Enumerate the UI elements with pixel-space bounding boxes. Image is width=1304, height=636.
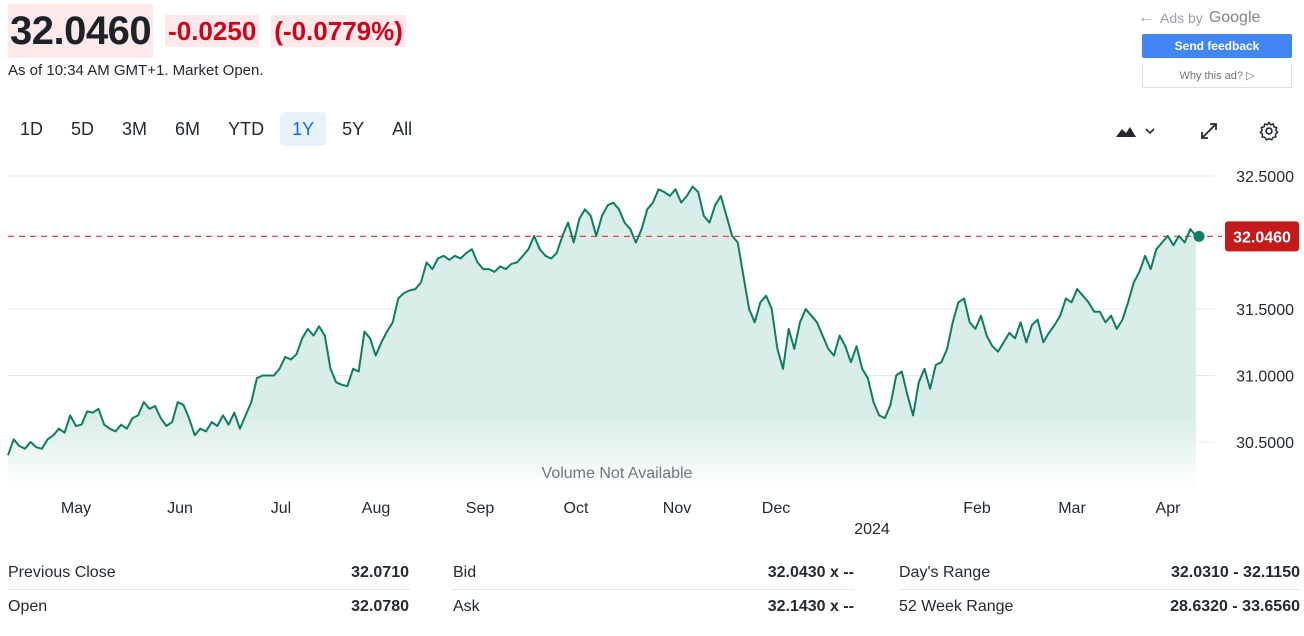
send-feedback-button[interactable]: Send feedback <box>1142 34 1292 58</box>
mountain-chart-icon <box>1116 127 1155 137</box>
range-button-1d[interactable]: 1D <box>20 118 44 139</box>
range-button-1y[interactable]: 1Y <box>280 112 327 146</box>
x-tick-label: Aug <box>362 500 390 517</box>
stat-value: 32.1430 x -- <box>767 598 854 615</box>
google-logo: Google <box>1208 9 1261 26</box>
x-tick-label: Nov <box>663 500 691 517</box>
current-price: 32.0460 <box>8 4 154 58</box>
price-chart[interactable]: 32.5000 31.5000 31.0000 30.5000 32.0460 Vol… <box>0 160 1304 540</box>
x-tick-label: Jul <box>271 500 291 517</box>
stat-days-range: Day's Range 32.0310 - 32.1150 <box>899 556 1300 590</box>
range-button-5y[interactable]: 5Y <box>342 118 365 139</box>
y-tick-label: 30.5000 <box>1236 435 1294 452</box>
stats-column-2: Bid 32.0430 x -- Ask 32.1430 x -- <box>453 556 854 634</box>
y-tick-label: 31.0000 <box>1236 369 1294 386</box>
quote-header: 32.0460 -0.0250 (-0.0779%) As of 10:34 A… <box>8 4 406 79</box>
range-button-all[interactable]: All <box>392 118 413 139</box>
current-price-tag-bg <box>1225 221 1299 252</box>
time-range-selector: 1D 5D 3M 6M YTD 1Y 5Y All <box>8 112 424 146</box>
volume-fade <box>8 415 1198 490</box>
x-axis: May Jun Jul Aug Sep Oct Nov Dec Feb Mar Apr <box>61 500 1181 517</box>
y-tick-label: 31.5000 <box>1236 302 1294 319</box>
x-tick-label: Apr <box>1156 500 1182 517</box>
x-tick-label: Mar <box>1058 500 1086 517</box>
stat-open: Open 32.0780 <box>8 590 409 634</box>
stat-label: Day's Range <box>899 564 991 581</box>
ads-by-label: Ads by <box>1160 10 1203 26</box>
chart-type-dropdown[interactable] <box>1110 116 1160 146</box>
stat-bid: Bid 32.0430 x -- <box>453 556 854 590</box>
why-this-ad-link[interactable]: Why this ad? ▷ <box>1142 64 1292 88</box>
x-tick-label: Dec <box>762 500 790 517</box>
x-tick-label: May <box>61 500 91 517</box>
range-button-6m[interactable]: 6M <box>175 118 201 139</box>
stat-label: Open <box>8 598 48 615</box>
range-button-5d[interactable]: 5D <box>71 118 95 139</box>
back-arrow-icon[interactable]: ← <box>1138 9 1154 26</box>
market-status: As of 10:34 AM GMT+1. Market Open. <box>8 62 264 79</box>
y-axis: 32.5000 31.5000 31.0000 30.5000 <box>1236 169 1294 452</box>
stat-value: 32.0710 <box>351 564 409 581</box>
price-row: 32.0460 -0.0250 (-0.0779%) <box>8 4 406 58</box>
stat-label: Ask <box>453 598 480 615</box>
price-change: -0.0250 <box>165 15 260 47</box>
stat-value: 32.0310 - 32.1150 <box>1170 564 1300 581</box>
x-tick-label: Jun <box>167 500 193 517</box>
stat-previous-close: Previous Close 32.0710 <box>8 556 409 590</box>
stat-value: 32.0780 <box>351 598 409 615</box>
x-tick-label: Oct <box>564 500 589 517</box>
volume-not-available: Volume Not Available <box>542 465 693 482</box>
year-label: 2024 <box>854 521 890 538</box>
stats-column-1: Previous Close 32.0710 Open 32.0780 <box>8 556 409 634</box>
range-button-ytd[interactable]: YTD <box>228 118 265 139</box>
price-line <box>7 185 1197 456</box>
stat-ask: Ask 32.1430 x -- <box>453 590 854 634</box>
price-change-percent: (-0.0779%) <box>271 15 406 47</box>
stat-52-week-range: 52 Week Range 28.6320 - 33.6560 <box>899 590 1300 634</box>
x-tick-label: Feb <box>963 500 991 517</box>
ads-by-google[interactable]: ← Ads by Google <box>1134 6 1294 30</box>
ad-choices-box: ← Ads by Google Send feedback Why this a… <box>1134 6 1294 88</box>
expand-arrows-icon <box>1201 123 1217 139</box>
current-price-tag-label: 32.0460 <box>1233 229 1291 246</box>
stat-label: Bid <box>453 564 477 581</box>
x-tick-label: Sep <box>466 500 495 517</box>
stat-value: 32.0430 x -- <box>767 564 854 581</box>
current-price-tag: 32.0460 <box>1225 221 1299 252</box>
chart-toolbar <box>1110 116 1300 146</box>
stat-label: Previous Close <box>8 564 116 581</box>
gear-icon <box>1259 121 1279 141</box>
last-price-dot <box>1193 230 1205 242</box>
price-area-fill <box>8 186 1196 490</box>
chart-settings-button[interactable] <box>1254 116 1284 146</box>
y-tick-label: 32.5000 <box>1236 169 1294 186</box>
stat-label: 52 Week Range <box>899 598 1014 615</box>
range-button-3m[interactable]: 3M <box>122 118 148 139</box>
stats-column-3: Day's Range 32.0310 - 32.1150 52 Week Ra… <box>899 556 1300 634</box>
stat-value: 28.6320 - 33.6560 <box>1170 598 1300 615</box>
fullscreen-button[interactable] <box>1194 116 1224 146</box>
